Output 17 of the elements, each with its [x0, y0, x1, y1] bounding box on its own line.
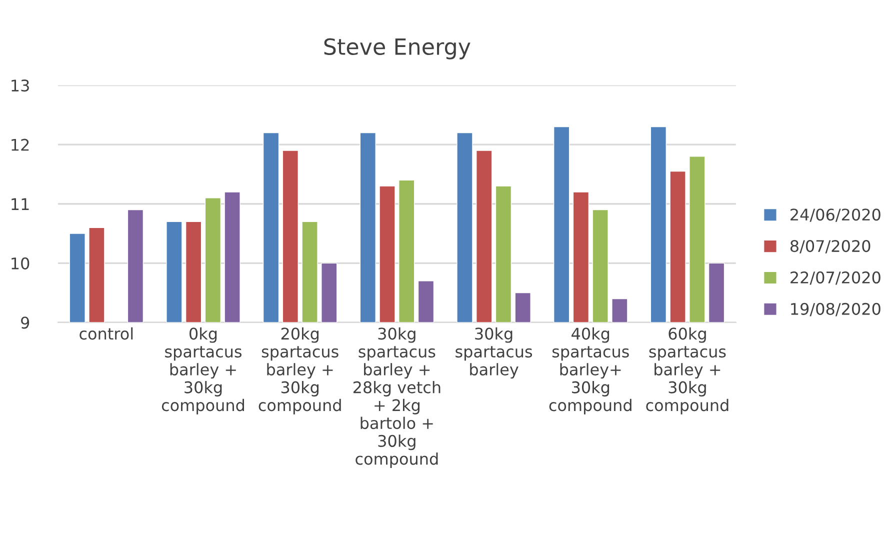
x-tick-label: 60kg spartacus barley + 30kg compound — [646, 327, 728, 414]
x-tick-label: control — [80, 327, 133, 340]
x-tick-label: 20kg spartacus barley + 30kg compound — [258, 327, 341, 414]
y-tick-label: 13 — [12, 79, 29, 92]
legend-label: 19/08/2020 — [791, 302, 880, 316]
chart-title: Steve Energy — [324, 38, 470, 60]
x-tick-label: 30kg spartacus barley + 28kg vetch + 2kg bartolo + 30kg compound — [353, 327, 440, 468]
legend-label: 8/07/2020 — [790, 240, 870, 254]
x-tick-label: 30kg spartacus barley — [456, 327, 532, 379]
x-tick-label: 0kg spartacus barley + 30kg compound — [162, 327, 244, 414]
legend-label: 24/06/2020 — [790, 208, 880, 222]
y-tick-label: 12 — [12, 138, 29, 151]
legend-label: 22/07/2020 — [790, 271, 880, 285]
x-tick-label: 40kg spartacus barley+ 30kg compound — [549, 327, 632, 414]
y-tick-label: 10 — [12, 257, 30, 270]
y-tick-label: 9 — [21, 316, 30, 329]
y-tick-label: 11 — [12, 198, 29, 210]
